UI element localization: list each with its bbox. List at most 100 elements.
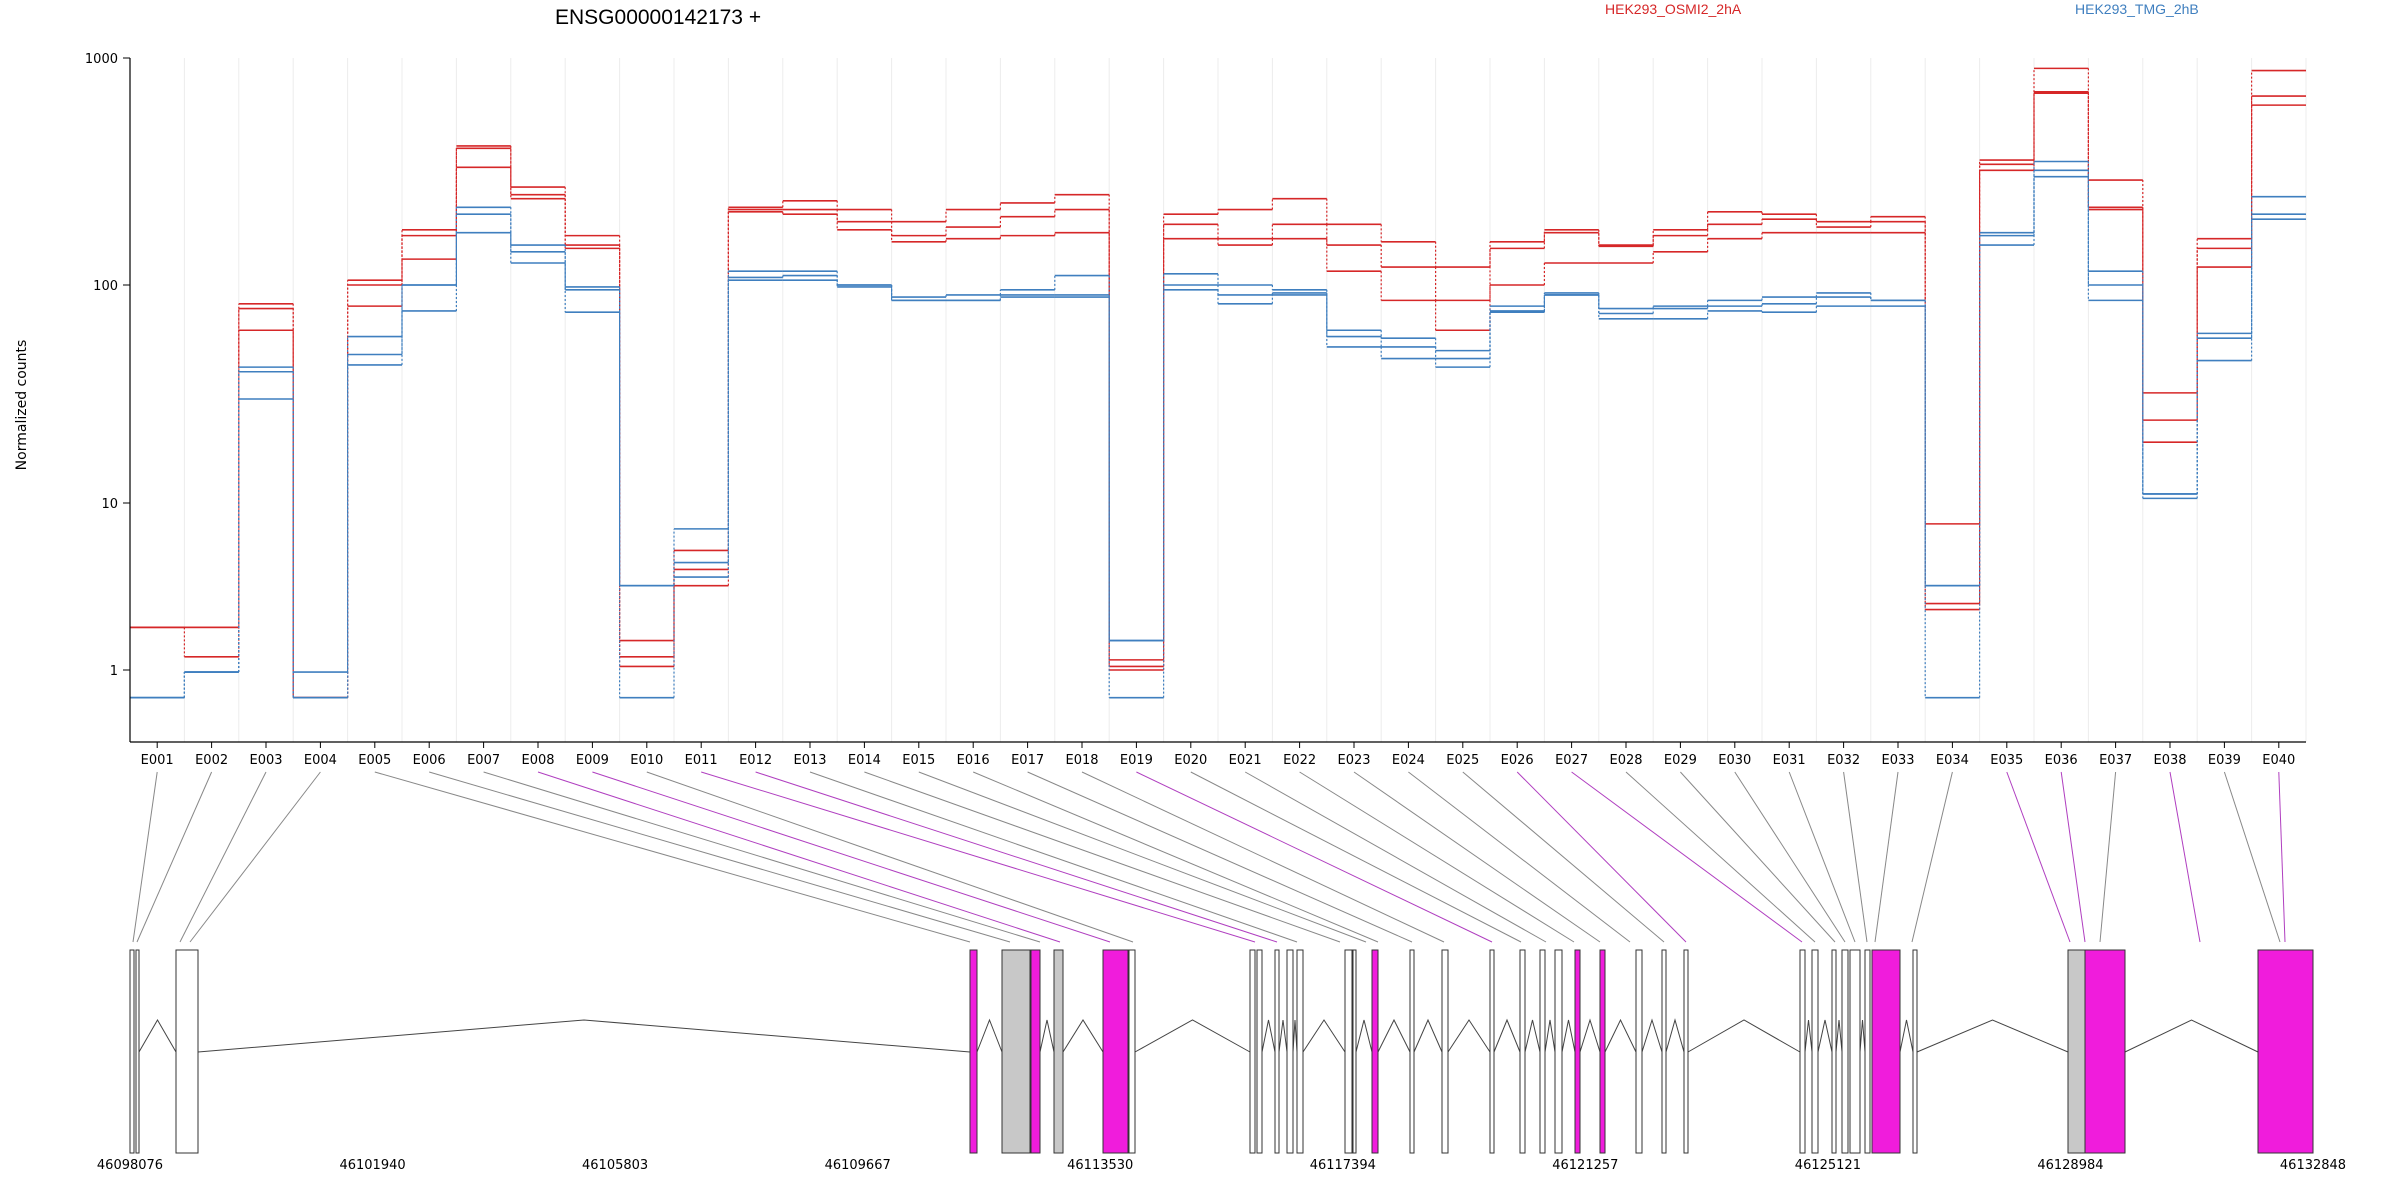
- x-tick-label: E011: [685, 753, 718, 768]
- exon-box: [1635, 949, 1643, 1154]
- exon-box: [1256, 949, 1263, 1154]
- x-tick-label: E016: [957, 753, 990, 768]
- exon-link: [374, 771, 971, 943]
- exon-link: [1625, 771, 1816, 943]
- exon-link: [1462, 771, 1665, 943]
- x-tick-label: E014: [848, 753, 881, 768]
- exon-link: [429, 771, 1011, 943]
- exon-link: [1680, 771, 1836, 943]
- intron: [1579, 1018, 1601, 1053]
- exon-link: [1911, 771, 1953, 943]
- x-tick-label: E001: [141, 753, 174, 768]
- exon-box: [1599, 949, 1606, 1154]
- exon-box: [175, 949, 199, 1154]
- intron: [1292, 1019, 1298, 1053]
- x-tick-label: E015: [902, 753, 935, 768]
- exon-box: [1296, 949, 1304, 1154]
- intron: [976, 1018, 1003, 1053]
- exon-link: [592, 771, 1111, 943]
- exon-box: [1683, 949, 1689, 1154]
- exon-box: [1441, 949, 1449, 1154]
- x-tick-label: E006: [413, 753, 446, 768]
- x-tick-label: E021: [1229, 753, 1262, 768]
- x-tick-label: E023: [1337, 753, 1370, 768]
- intron: [1899, 1019, 1914, 1053]
- x-tick-label: E008: [521, 753, 554, 768]
- exon-link: [537, 771, 1061, 943]
- exon-link: [2169, 771, 2201, 943]
- exon-link: [1571, 771, 1803, 943]
- exon-box: [1811, 949, 1819, 1154]
- intron: [1687, 1019, 1801, 1053]
- exon-link: [1081, 771, 1445, 943]
- y-tick-label: 1000: [85, 52, 118, 67]
- exon-box: [1249, 949, 1256, 1154]
- intron: [2124, 1019, 2259, 1053]
- exon-box: [1001, 949, 1031, 1154]
- exon-box: [1849, 949, 1861, 1154]
- exon-box: [1539, 949, 1546, 1154]
- genomic-tick-label: 46109667: [825, 1158, 891, 1173]
- x-tick-label: E026: [1501, 753, 1534, 768]
- x-tick-label: E020: [1174, 753, 1207, 768]
- exon-box: [1574, 949, 1581, 1154]
- exon-link: [1136, 771, 1493, 943]
- intron: [1493, 1018, 1521, 1053]
- x-tick-label: E007: [467, 753, 500, 768]
- gene-model: 46098076 46101940 46105803 46109667 46113530…: [97, 949, 2346, 1173]
- intron: [1377, 1018, 1411, 1053]
- x-tick-label: E013: [793, 753, 826, 768]
- exon-link: [2060, 771, 2086, 943]
- x-tick-label: E036: [2045, 753, 2078, 768]
- exon-box: [1661, 949, 1667, 1154]
- exon-box: [1871, 949, 1901, 1154]
- exon-link: [809, 771, 1298, 943]
- x-tick-label: E033: [1881, 753, 1914, 768]
- series-lines: [130, 67, 2306, 699]
- series-6: [130, 175, 2306, 699]
- exon-box: [1519, 949, 1526, 1154]
- intron: [1278, 1019, 1288, 1053]
- x-tick-label: E017: [1011, 753, 1044, 768]
- exon-link: [1874, 771, 1899, 943]
- intron: [1561, 1019, 1576, 1053]
- exon-link: [1244, 771, 1547, 943]
- exon-box: [2257, 949, 2314, 1154]
- x-tick-label: E025: [1446, 753, 1479, 768]
- exon-link: [918, 771, 1367, 943]
- y-tick-label: 1: [110, 664, 118, 679]
- exon-link: [483, 771, 1041, 943]
- exon-box: [1053, 949, 1064, 1154]
- exon-box: [1030, 949, 1041, 1154]
- exon-link: [973, 771, 1379, 943]
- exon-link: [1788, 771, 1856, 943]
- intron: [1302, 1019, 1346, 1053]
- x-tick-label: E029: [1664, 753, 1697, 768]
- genomic-tick-label: 46101940: [339, 1158, 405, 1173]
- intron: [1544, 1019, 1556, 1053]
- intron: [1859, 1019, 1866, 1053]
- exon-box: [1799, 949, 1806, 1154]
- x-tick-label: E028: [1609, 753, 1642, 768]
- chart-title: ENSG00000142173 +: [555, 6, 761, 29]
- intron: [1134, 1019, 1251, 1053]
- exon-box: [1128, 949, 1136, 1154]
- exon-link: [136, 771, 213, 943]
- exon-link: [1516, 771, 1687, 943]
- intron: [138, 1019, 177, 1053]
- x-tick-label: E005: [358, 753, 391, 768]
- intron: [1835, 1019, 1843, 1053]
- exon-box: [1489, 949, 1495, 1154]
- y-tick-label: 100: [93, 279, 118, 294]
- exon-link: [1190, 771, 1522, 943]
- x-tick-label: E012: [739, 753, 772, 768]
- exon-link: [646, 771, 1134, 943]
- exon-box: [1274, 949, 1280, 1154]
- x-tick-label: E032: [1827, 753, 1860, 768]
- exon-box: [1102, 949, 1129, 1154]
- exon-box: [1371, 949, 1379, 1154]
- x-tick-label: E038: [2153, 753, 2186, 768]
- exon-link: [1408, 771, 1631, 943]
- exon-link: [701, 771, 1256, 943]
- intron: [1665, 1018, 1685, 1053]
